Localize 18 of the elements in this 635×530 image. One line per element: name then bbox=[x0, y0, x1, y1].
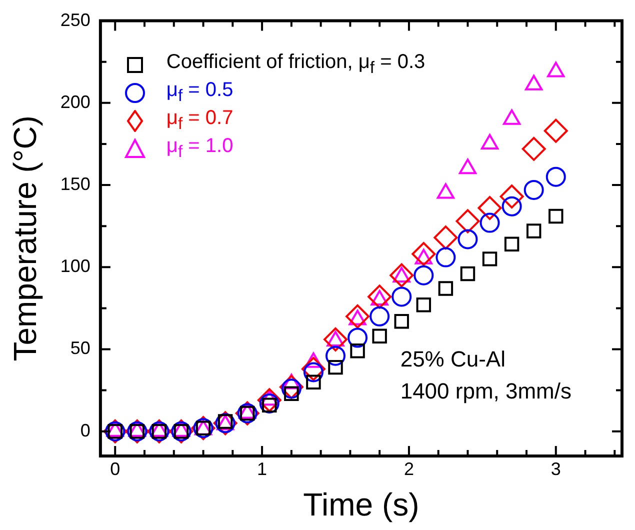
y-tick-label: 0 bbox=[80, 420, 90, 440]
annotation: 25% Cu-Al bbox=[400, 346, 506, 372]
x-tick-label: 0 bbox=[110, 458, 120, 479]
legend-label: μ$_{f}$ = 1.0 bbox=[166, 134, 234, 163]
x-tick-label: 1 bbox=[257, 458, 268, 479]
legend-label: μ$_{f}$ = 0.5 bbox=[166, 78, 234, 107]
x-axis-title: Time (s) bbox=[303, 486, 420, 523]
x-tick-label: 2 bbox=[404, 458, 414, 479]
y-axis-title: Temperature (°C) bbox=[7, 116, 44, 362]
y-tick-label: 150 bbox=[60, 174, 90, 194]
y-tick-label: 250 bbox=[60, 10, 90, 30]
x-tick-label: 3 bbox=[550, 458, 561, 479]
y-tick-label: 50 bbox=[70, 338, 90, 358]
annotation: 1400 rpm, 3mm/s bbox=[400, 378, 572, 404]
y-tick-label: 200 bbox=[60, 92, 90, 112]
legend-label: μ$_{f}$ = 0.7 bbox=[166, 106, 234, 135]
legend-label: Coefficient of friction, μ$_{f}$ = 0.3 bbox=[166, 50, 426, 79]
y-tick-label: 100 bbox=[60, 256, 90, 276]
